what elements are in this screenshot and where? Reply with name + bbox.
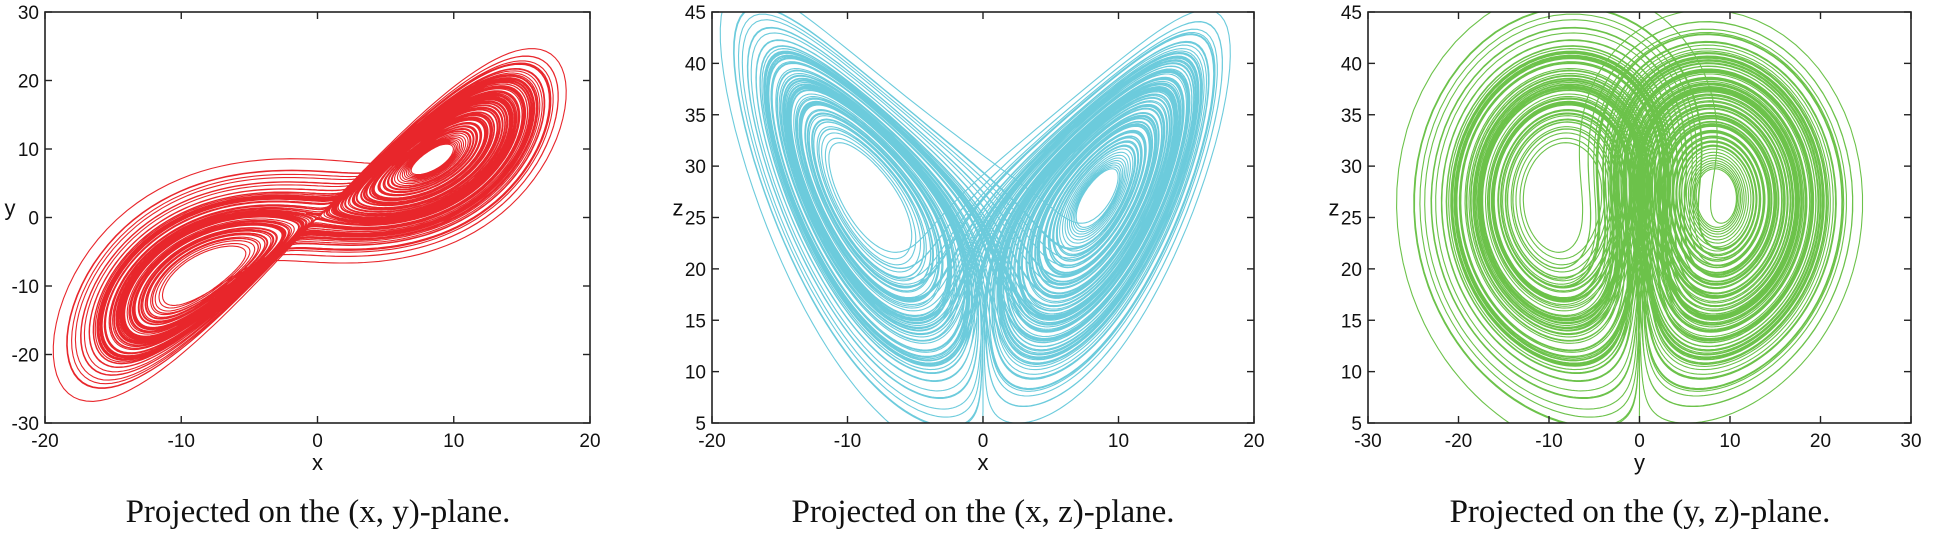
x-tick-label: 20 xyxy=(579,431,600,452)
plot-xz-panel: -20 -10 0 10 20 5 10 15 20 25 30 35 40 45 x z Projected … xyxy=(673,3,1265,530)
panel-caption: Projected on the (y, z)-plane. xyxy=(1450,494,1831,530)
y-tick-label: 25 xyxy=(685,209,706,230)
y-tick-label: 40 xyxy=(685,54,706,75)
x-tick-label: 10 xyxy=(1719,431,1740,452)
y-tick-label: 5 xyxy=(1351,414,1362,435)
x-axis-label: x xyxy=(312,450,323,475)
x-tick-label: -20 xyxy=(1445,431,1472,452)
y-tick-label: 30 xyxy=(18,3,39,24)
x-tick-label: 0 xyxy=(1634,431,1645,452)
x-tick-label: 20 xyxy=(1810,431,1831,452)
x-tick-label: -10 xyxy=(834,431,861,452)
y-tick-label: 20 xyxy=(18,72,39,93)
x-tick-label: -30 xyxy=(1354,431,1381,452)
x-tick-label: -10 xyxy=(168,431,195,452)
y-tick-label: 10 xyxy=(1341,363,1362,384)
y-tick-label: 10 xyxy=(18,140,39,161)
y-tick-label: 20 xyxy=(685,260,706,281)
y-axis-label: z xyxy=(1329,196,1340,221)
y-tick-label: 45 xyxy=(685,3,706,24)
y-tick-label: 15 xyxy=(685,311,706,332)
x-tick-label: 10 xyxy=(443,431,464,452)
x-axis-label: y xyxy=(1634,450,1645,475)
x-tick-label: 20 xyxy=(1243,431,1264,452)
panel-caption: Projected on the (x, z)-plane. xyxy=(791,494,1174,530)
x-tick-label: -10 xyxy=(1535,431,1562,452)
y-tick-label: -30 xyxy=(12,414,39,435)
x-tick-label: 10 xyxy=(1108,431,1129,452)
y-tick-label: 15 xyxy=(1341,311,1362,332)
y-tick-label: 5 xyxy=(695,414,706,435)
attractor-trajectory xyxy=(1396,12,1864,423)
y-tick-label: 0 xyxy=(28,209,39,230)
x-axis-label: x xyxy=(978,450,989,475)
y-tick-label: -20 xyxy=(12,346,39,367)
plot-yz-panel: -30 -20 -10 0 10 20 30 5 10 15 20 25 30 35 40 45 y z Proje… xyxy=(1329,3,1922,530)
y-tick-label: 35 xyxy=(1341,106,1362,127)
y-tick-label: 30 xyxy=(685,157,706,178)
attractor-trajectory xyxy=(52,48,567,402)
y-tick-label: 10 xyxy=(685,363,706,384)
y-tick-label: 25 xyxy=(1341,209,1362,230)
x-tick-label: 30 xyxy=(1900,431,1921,452)
x-tick-label: -20 xyxy=(31,431,58,452)
x-tick-label: 0 xyxy=(978,431,989,452)
y-tick-label: -10 xyxy=(12,277,39,298)
y-tick-label: 40 xyxy=(1341,54,1362,75)
y-tick-label: 45 xyxy=(1341,3,1362,24)
x-tick-label: 0 xyxy=(312,431,323,452)
y-axis-label: z xyxy=(673,196,684,221)
y-tick-label: 20 xyxy=(1341,260,1362,281)
y-tick-label: 30 xyxy=(1341,157,1362,178)
x-tick-label: -20 xyxy=(698,431,725,452)
y-axis-label: y xyxy=(5,196,16,221)
attractor-trajectory xyxy=(719,12,1231,423)
panel-caption: Projected on the (x, y)-plane. xyxy=(126,494,511,530)
y-tick-label: 35 xyxy=(685,106,706,127)
